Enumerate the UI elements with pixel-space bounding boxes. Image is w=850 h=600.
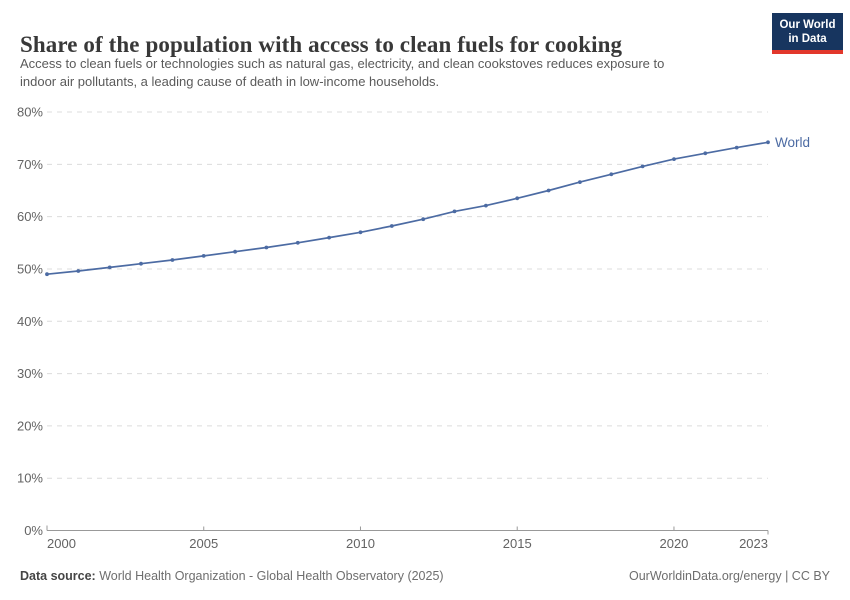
chart-subtitle: Access to clean fuels or technologies su… (20, 55, 664, 91)
data-point (421, 217, 426, 222)
y-axis-label: 0% (24, 523, 43, 538)
chart-title: Share of the population with access to c… (20, 32, 623, 58)
owid-logo-line1: Our World (779, 19, 836, 31)
data-point (484, 203, 488, 208)
data-point (233, 249, 238, 254)
x-axis-label: 2023 (739, 536, 768, 551)
data-point (672, 157, 676, 162)
y-axis-label: 30% (17, 366, 43, 381)
chart-footer: OurWorldinData.org/energy | CC BY Data s… (20, 569, 830, 583)
y-axis-label: 80% (17, 105, 43, 120)
x-axis-label: 2010 (346, 536, 375, 551)
data-point (515, 196, 520, 201)
data-point (609, 172, 614, 177)
y-axis-label: 40% (17, 314, 43, 329)
data-point (766, 140, 770, 145)
data-point (578, 180, 582, 185)
data-point (45, 272, 49, 277)
data-source-label: Data source: (20, 569, 96, 583)
data-point (107, 265, 112, 270)
data-source-value: World Health Organization - Global Healt… (95, 569, 444, 583)
owid-logo-line2: in Data (788, 33, 827, 45)
y-axis-label: 20% (17, 418, 43, 433)
x-axis-label: 2015 (503, 536, 532, 551)
x-axis-label: 2000 (47, 536, 76, 551)
data-point (170, 258, 175, 262)
data-point (327, 235, 331, 240)
data-point (358, 230, 363, 235)
data-point (452, 209, 457, 214)
y-axis-label: 60% (17, 209, 43, 224)
data-point (703, 151, 708, 156)
series-label-world[interactable]: World (775, 135, 810, 150)
world-line (46, 141, 769, 276)
y-axis-label: 70% (17, 157, 43, 172)
x-axis-label: 2005 (189, 536, 218, 551)
owid-credit-link[interactable]: OurWorldinData.org/energy | CC BY (628, 569, 830, 583)
data-point (201, 254, 206, 258)
y-axis-label: 50% (17, 261, 43, 276)
data-point (295, 240, 300, 245)
x-axis-label: 2020 (659, 536, 688, 551)
data-point (640, 164, 645, 169)
chart-subtitle-line: Access to clean fuels or technologies su… (20, 56, 665, 71)
data-point (734, 145, 739, 150)
data-point (139, 261, 143, 266)
chart-subtitle-line: indoor air pollutants, a leading cause o… (20, 74, 440, 89)
data-point (546, 188, 551, 193)
data-point (76, 269, 81, 273)
owid-logo[interactable]: Our World in Data (772, 13, 843, 54)
y-axis-label: 10% (17, 471, 43, 486)
data-point (389, 224, 394, 228)
data-point (264, 245, 269, 250)
